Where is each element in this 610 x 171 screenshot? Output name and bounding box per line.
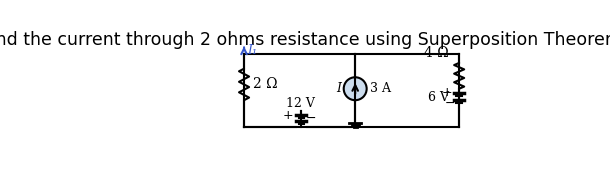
Text: +: + [442,86,452,99]
Text: 2 Ω: 2 Ω [253,77,278,91]
Text: I: I [336,82,341,95]
Text: I₁: I₁ [247,43,257,56]
Text: 6 V: 6 V [428,91,449,104]
Text: 12 V: 12 V [285,96,314,109]
Circle shape [343,77,367,100]
Text: +: + [283,109,293,122]
Text: −: − [306,112,316,125]
Text: 3 A: 3 A [370,82,390,95]
Text: −: − [444,97,455,110]
Text: 4 Ω: 4 Ω [425,46,449,60]
Text: Find the current through 2 ohms resistance using Superposition Theorem.: Find the current through 2 ohms resistan… [0,31,610,49]
